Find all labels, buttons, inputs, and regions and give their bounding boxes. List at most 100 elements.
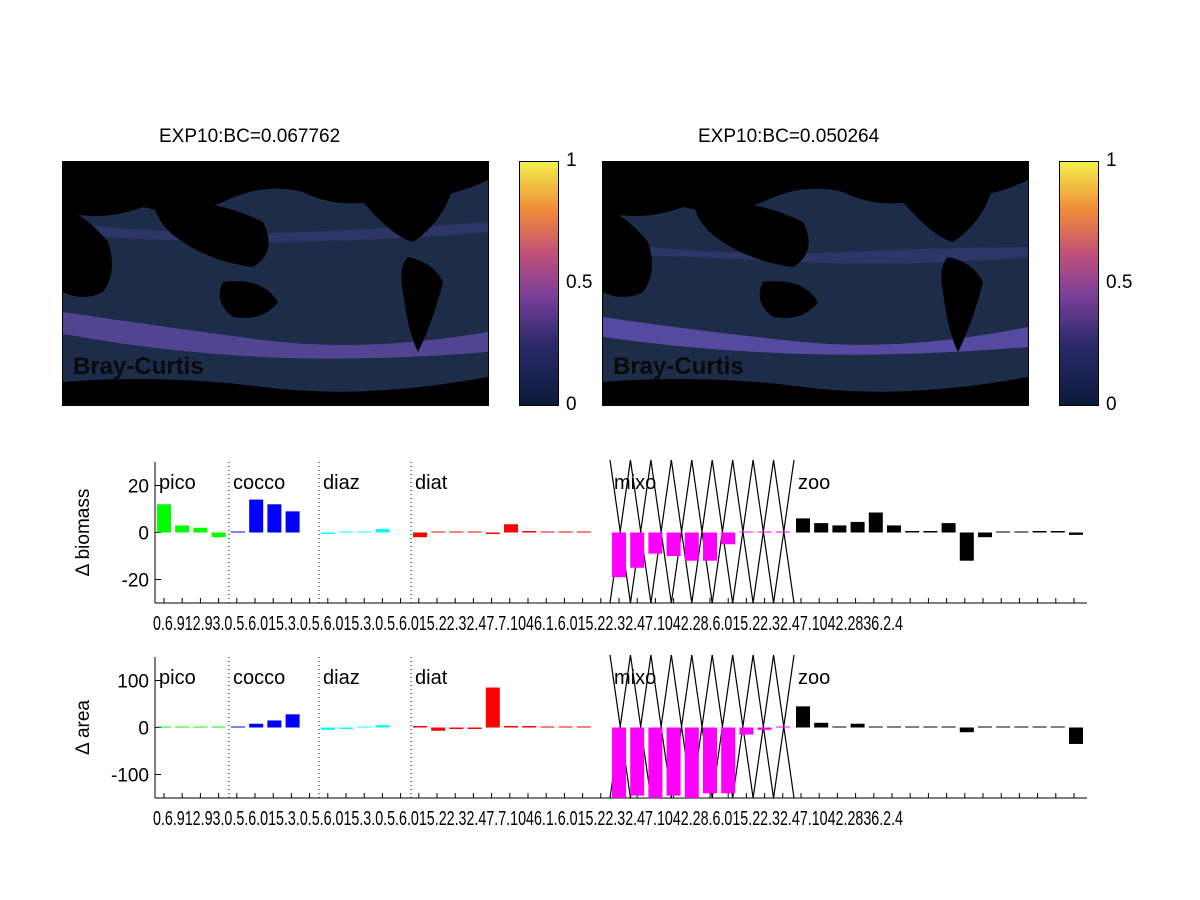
bar-zoo-1 <box>814 523 829 533</box>
bar-pico-0 <box>157 504 171 533</box>
bar-mixo-3 <box>666 727 681 796</box>
bar-diat-2 <box>449 531 464 533</box>
bar-mixo-5 <box>703 727 717 794</box>
y-tick-label: 100 <box>117 672 149 693</box>
y-axis-label: Δ biomass <box>73 489 94 577</box>
bar-mixo-2 <box>648 727 663 798</box>
colorbar-2-tick-top: 1 <box>1106 150 1117 171</box>
bar-zoo-15 <box>1069 532 1083 535</box>
y-axis-label: Δ area <box>73 700 94 755</box>
bar-diat-9 <box>576 531 591 533</box>
bar-zoo-2 <box>832 726 847 728</box>
bar-diat-1 <box>431 727 446 731</box>
bar-mixo-0 <box>612 532 626 578</box>
bar-diat-8 <box>558 726 573 728</box>
delta-biomass-chart: 20 0 -20 Δ biomass pico cocco diaz diat mixo zoo 0… <box>73 459 1087 635</box>
bar-zoo-14 <box>1050 726 1065 728</box>
bar-zoo-2 <box>832 525 847 533</box>
bar-zoo-13 <box>1032 531 1047 533</box>
bar-mixo-9 <box>775 531 790 533</box>
mixo-hatch-line <box>691 459 713 604</box>
bar-zoo-6 <box>905 726 920 728</box>
bar-cocco-0 <box>231 726 245 728</box>
group-label-diat: diat <box>415 472 448 494</box>
group-label-diaz: diaz <box>323 472 360 494</box>
colorbar-2-tick-mid: 0.5 <box>1106 272 1133 293</box>
bar-diat-0 <box>413 726 427 728</box>
bar-zoo-8 <box>941 523 956 533</box>
bar-zoo-7 <box>923 531 938 533</box>
mixo-hatch-line <box>629 459 652 604</box>
bar-zoo-15 <box>1069 727 1083 744</box>
bar-zoo-1 <box>814 722 829 728</box>
bar-mixo-8 <box>757 531 772 533</box>
bar-zoo-0 <box>796 706 810 728</box>
bar-mixo-2 <box>648 532 663 554</box>
map-title-2: EXP10:BC=0.050264 <box>698 126 880 147</box>
y-tick-label: 20 <box>128 477 149 498</box>
bar-mixo-4 <box>684 532 699 561</box>
bar-cocco-2 <box>267 720 282 728</box>
bar-zoo-3 <box>850 521 865 533</box>
bar-diat-5 <box>504 726 518 728</box>
group-label-mixo: mixo <box>614 667 656 689</box>
bar-pico-3 <box>211 726 226 728</box>
map-label-1: Bray-Curtis <box>73 353 204 380</box>
bar-diaz-1 <box>339 727 354 729</box>
bar-mixo-4 <box>684 727 699 798</box>
bar-zoo-12 <box>1014 531 1029 533</box>
bar-zoo-14 <box>1050 531 1065 533</box>
bar-zoo-4 <box>868 726 883 728</box>
bar-pico-2 <box>193 527 208 533</box>
group-label-pico: pico <box>159 667 196 689</box>
bar-diaz-3 <box>375 725 390 728</box>
bar-zoo-10 <box>978 532 992 538</box>
x-tick-labels: 0.6.912.93.0.5.6.015.3.0.5.6.015.3.0.5.6… <box>153 613 903 635</box>
bar-diat-2 <box>449 727 464 729</box>
mixo-hatch-line <box>732 654 754 799</box>
bar-diaz-0 <box>321 532 335 534</box>
bar-diat-3 <box>467 531 482 533</box>
bar-zoo-11 <box>996 531 1011 533</box>
group-label-cocco: cocco <box>233 667 285 689</box>
bray-curtis-map-2: Bray-Curtis <box>602 161 1029 406</box>
bar-diat-6 <box>522 531 537 533</box>
bar-mixo-9 <box>775 726 790 728</box>
bar-pico-1 <box>175 726 190 728</box>
group-label-pico: pico <box>159 472 196 494</box>
colorbar-1-tick-bottom: 0 <box>566 394 577 415</box>
bar-mixo-7 <box>739 727 754 735</box>
bar-diat-1 <box>431 531 446 533</box>
bar-mixo-7 <box>739 531 754 533</box>
bar-zoo-5 <box>887 525 901 533</box>
mixo-hatch-line <box>670 459 693 604</box>
group-label-cocco: cocco <box>233 472 285 494</box>
bar-diat-5 <box>504 524 518 533</box>
bar-zoo-4 <box>868 512 883 533</box>
bar-zoo-10 <box>978 726 992 728</box>
world-map-image-2 <box>603 162 1028 405</box>
bar-diat-7 <box>540 531 555 533</box>
bar-pico-3 <box>211 532 226 538</box>
mixo-hatch-line <box>650 459 672 604</box>
bar-mixo-1 <box>630 532 645 568</box>
bar-diaz-3 <box>375 528 390 533</box>
bar-zoo-9 <box>959 727 974 733</box>
mixo-hatch-line <box>711 459 734 604</box>
bar-mixo-5 <box>703 532 717 561</box>
map-title-1: EXP10:BC=0.067762 <box>159 126 341 147</box>
bar-mixo-1 <box>630 727 645 796</box>
bar-mixo-8 <box>757 727 772 730</box>
colorbar-2-tick-bottom: 0 <box>1106 394 1117 415</box>
world-map-image <box>63 162 488 405</box>
bar-zoo-6 <box>905 531 920 533</box>
bar-pico-0 <box>157 726 171 728</box>
bar-pico-1 <box>175 525 190 533</box>
colorbar-2 <box>1059 161 1099 406</box>
y-tick-label: -100 <box>111 766 149 787</box>
y-tick-label: -20 <box>122 571 149 592</box>
bar-cocco-3 <box>285 511 300 533</box>
group-label-mixo: mixo <box>614 472 656 494</box>
bar-zoo-9 <box>959 532 974 561</box>
bar-mixo-6 <box>721 727 736 794</box>
